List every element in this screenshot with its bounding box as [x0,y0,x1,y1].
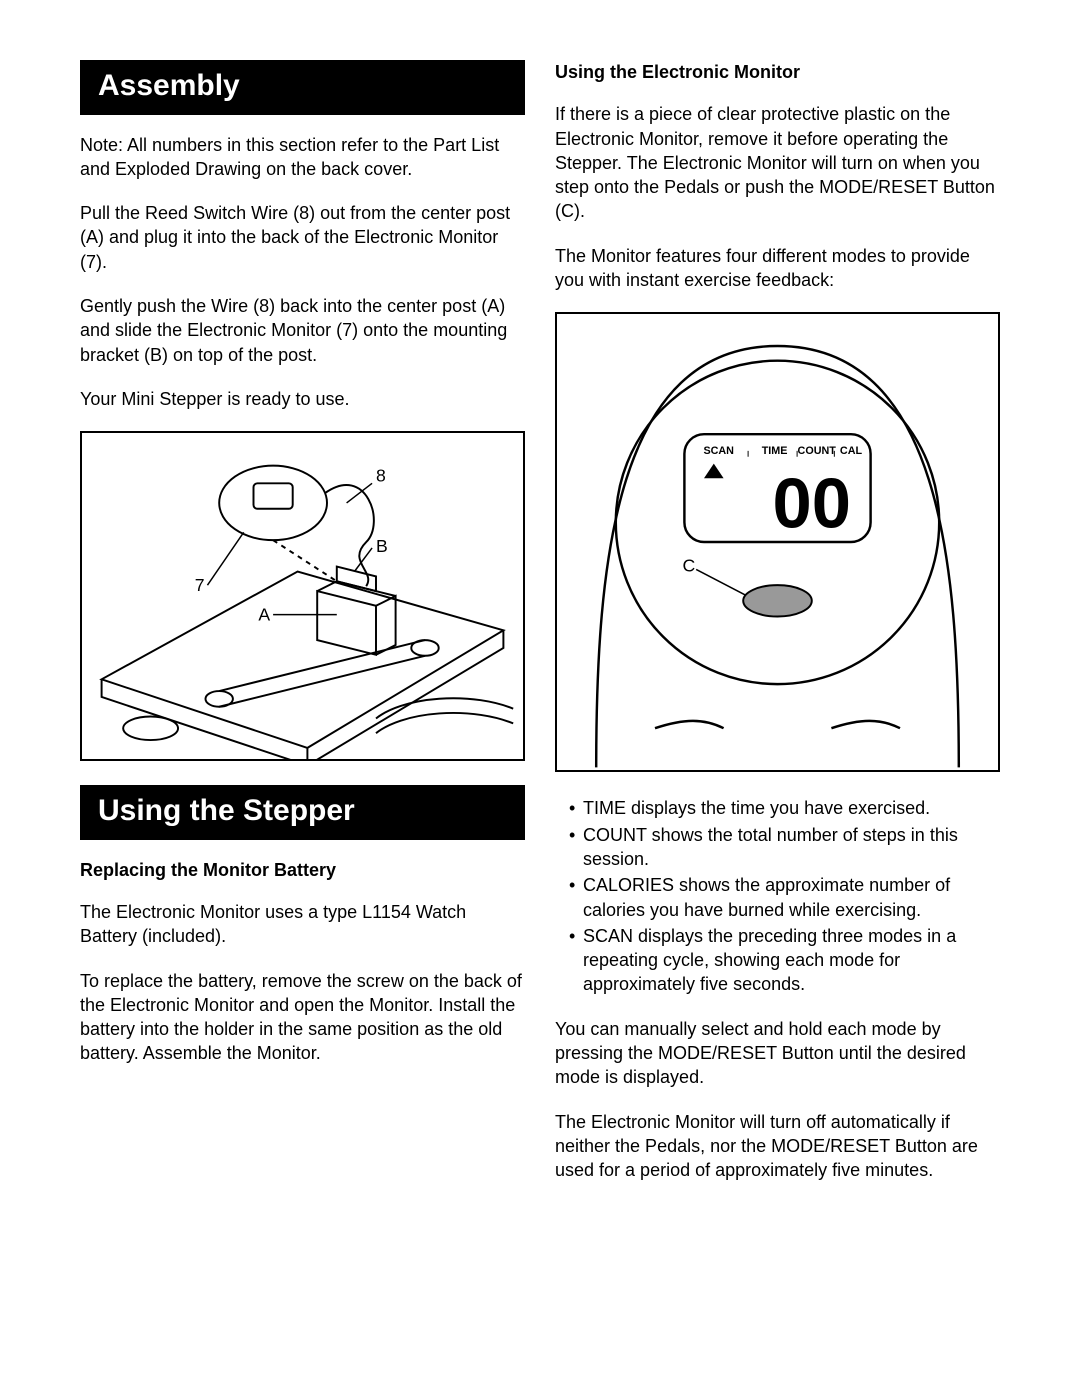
left-column: Assembly Note: All numbers in this secti… [80,60,525,1203]
diagram-label-b: B [376,536,388,556]
assembly-diagram: 8 B 7 A [80,431,525,761]
mode-bullet-count: COUNT shows the total number of steps in… [569,823,1000,872]
monitor-mode-time: TIME [762,445,788,457]
monitor-mode-count: COUNT [798,445,837,457]
right-column: Using the Electronic Monitor If there is… [555,60,1000,1203]
mode-bullet-time: TIME displays the time you have exercise… [569,796,1000,820]
using-stepper-header: Using the Stepper [80,785,525,840]
monitor-mode-scan: SCAN [703,445,734,457]
em-p1: If there is a piece of clear protective … [555,102,1000,223]
monitor-diagram-svg: SCAN TIME COUNT CAL 00 [557,314,998,770]
assembly-p3: Your Mini Stepper is ready to use. [80,387,525,411]
monitor-mode-cal: CAL [840,445,863,457]
monitor-display-value: 00 [773,464,851,543]
em-p3: You can manually select and hold each mo… [555,1017,1000,1090]
monitor-diagram: SCAN TIME COUNT CAL 00 [555,312,1000,772]
monitor-label-c: C [682,556,695,576]
assembly-diagram-svg: 8 B 7 A [82,433,523,759]
diagram-label-a: A [258,605,270,625]
em-p2: The Monitor features four different mode… [555,244,1000,293]
monitor-indicator-icon [704,464,724,479]
mode-bullet-calories: CALORIES shows the approximate number of… [569,873,1000,922]
diagram-label-7: 7 [195,575,205,595]
assembly-p1: Pull the Reed Switch Wire (8) out from t… [80,201,525,274]
diagram-label-8: 8 [376,466,386,486]
replacing-p1: The Electronic Monitor uses a type L1154… [80,900,525,949]
assembly-p2: Gently push the Wire (8) back into the c… [80,294,525,367]
assembly-header: Assembly [80,60,525,115]
mode-bullet-scan: SCAN displays the preceding three modes … [569,924,1000,997]
replacing-battery-heading: Replacing the Monitor Battery [80,858,525,882]
assembly-note: Note: All numbers in this section refer … [80,133,525,182]
mode-reset-button[interactable] [743,585,812,616]
em-p4: The Electronic Monitor will turn off aut… [555,1110,1000,1183]
using-em-heading: Using the Electronic Monitor [555,60,1000,84]
modes-list: TIME displays the time you have exercise… [555,796,1000,996]
replacing-p2: To replace the battery, remove the screw… [80,969,525,1066]
